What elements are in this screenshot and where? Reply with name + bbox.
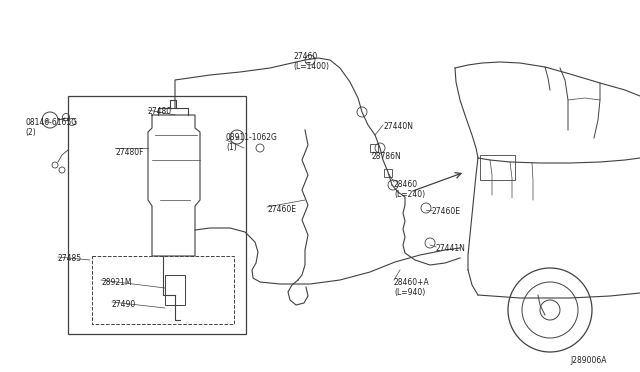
Text: 28460
(L=240): 28460 (L=240) bbox=[394, 180, 425, 199]
Text: 27480F: 27480F bbox=[115, 148, 143, 157]
Text: 27440N: 27440N bbox=[383, 122, 413, 131]
Text: 08911-1062G
(1): 08911-1062G (1) bbox=[226, 133, 278, 153]
Text: 27480: 27480 bbox=[148, 107, 172, 116]
Bar bbox=[480, 155, 515, 180]
Text: 28460+A
(L=940): 28460+A (L=940) bbox=[394, 278, 429, 297]
Text: 08146-6165G
(2): 08146-6165G (2) bbox=[25, 118, 77, 137]
Text: 28921M: 28921M bbox=[101, 278, 131, 287]
Text: 27460
(L=1400): 27460 (L=1400) bbox=[293, 52, 329, 71]
Bar bbox=[92, 256, 234, 324]
Text: N: N bbox=[235, 135, 239, 141]
Bar bbox=[384, 169, 392, 177]
Bar bbox=[68, 96, 246, 334]
Text: 27485: 27485 bbox=[58, 254, 82, 263]
Bar bbox=[165, 275, 185, 305]
Text: 27441N: 27441N bbox=[436, 244, 466, 253]
Text: B: B bbox=[46, 119, 50, 124]
Text: 27460E: 27460E bbox=[432, 207, 461, 216]
Bar bbox=[370, 144, 378, 152]
Text: 28786N: 28786N bbox=[372, 152, 402, 161]
Text: 27460E: 27460E bbox=[267, 205, 296, 214]
Text: 27490: 27490 bbox=[112, 300, 136, 309]
Text: J289006A: J289006A bbox=[570, 356, 607, 365]
